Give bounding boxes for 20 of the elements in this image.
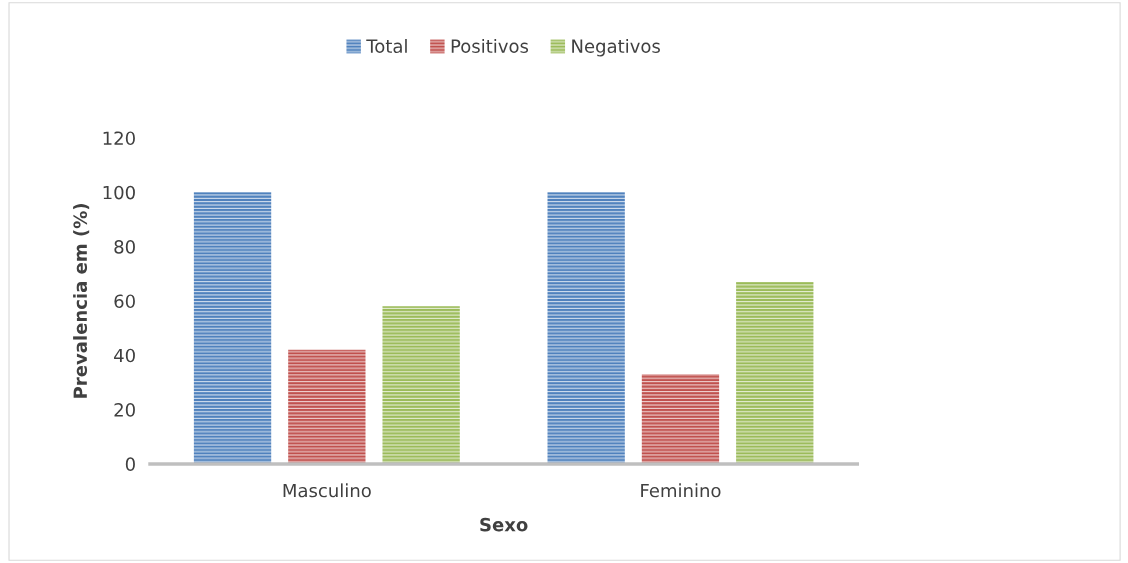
legend-label: Negativos [572, 39, 660, 57]
bar [193, 192, 272, 464]
legend-label: Total [366, 39, 407, 53]
bar [641, 374, 720, 464]
y-tick-label: 120 [103, 131, 135, 146]
y-tick-label: 100 [103, 185, 135, 200]
y-axis-title: Prevalencia em (%) [73, 204, 90, 398]
legend-label: Positivos [451, 39, 529, 53]
x-axis-title: Sexo [480, 517, 528, 532]
y-tick-label: 0 [125, 457, 135, 472]
x-tick-label: Masculino [283, 483, 371, 498]
bar [288, 349, 366, 464]
y-tick-label: 40 [114, 348, 135, 363]
bar [382, 306, 460, 464]
bar [736, 281, 814, 464]
x-tick-label: Feminino [641, 483, 721, 498]
y-tick-label: 20 [114, 403, 135, 417]
bar [547, 192, 625, 464]
y-tick-label: 60 [114, 294, 135, 309]
y-tick-label: 80 [114, 240, 135, 254]
